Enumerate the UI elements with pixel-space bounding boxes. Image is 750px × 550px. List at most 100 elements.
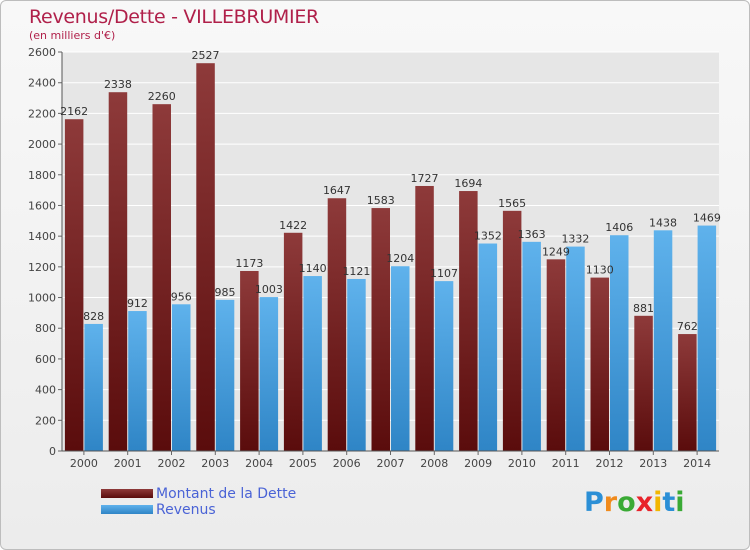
bar-dette — [64, 119, 84, 451]
bar-revenus — [215, 299, 235, 451]
axes: 0 200 400 600 800 1000 1200 1400 1600 1800 2000 220… — [28, 46, 719, 470]
x-tick-label: 2005 — [289, 457, 317, 470]
y-tick-label: 200 — [35, 414, 56, 427]
chart-title: Revenus/Dette - VILLEBRUMIER — [29, 6, 319, 28]
x-tick-label: 2012 — [596, 457, 624, 470]
x-tick-label: 2000 — [70, 457, 98, 470]
bar-revenus — [434, 281, 454, 451]
bar-dette — [371, 208, 390, 451]
logo-letter: i — [675, 487, 685, 518]
data-label-dette: 1173 — [235, 257, 263, 270]
x-tick-label: 2009 — [464, 457, 492, 470]
y-tick-label: 1200 — [28, 261, 56, 274]
grid-lines — [62, 51, 719, 451]
x-tick-label: 2008 — [420, 457, 448, 470]
data-label-dette: 1583 — [367, 194, 395, 207]
data-label-revenus: 1438 — [649, 216, 677, 229]
x-tick-label: 2004 — [245, 457, 273, 470]
data-label-revenus: 1140 — [299, 262, 327, 275]
y-tick-label: 1400 — [28, 230, 56, 243]
bar-revenus — [697, 225, 717, 451]
data-label-dette: 762 — [677, 320, 698, 333]
proxiti-logo: Proxiti — [584, 487, 685, 518]
y-tick-label: 400 — [35, 384, 56, 397]
data-label-dette: 2260 — [148, 90, 176, 103]
bar-dette — [678, 334, 697, 451]
x-tick-label: 2013 — [639, 457, 667, 470]
bar-dette — [196, 63, 215, 451]
bar-dette — [590, 277, 609, 451]
data-label-revenus: 1352 — [474, 230, 502, 243]
data-label-dette: 2527 — [192, 49, 220, 62]
bar-dette — [634, 315, 653, 451]
x-tick-label: 2003 — [201, 457, 229, 470]
data-label-dette: 1422 — [279, 219, 307, 232]
x-tick-label: 2014 — [683, 457, 711, 470]
data-labels: 2162 828 2338 912 2260 956 2527 985 1173 1003 1422… — [60, 49, 721, 333]
data-label-revenus: 1332 — [561, 233, 589, 246]
bar-revenus — [259, 297, 279, 451]
y-tick-label: 800 — [35, 322, 56, 335]
bar-dette — [327, 198, 347, 451]
bar-revenus — [84, 323, 103, 451]
logo-letter: x — [635, 487, 654, 518]
bar-dette — [108, 92, 128, 452]
legend-label-dette: Montant de la Dette — [156, 486, 297, 502]
data-label-revenus: 1107 — [430, 267, 458, 280]
x-tick-label: 2006 — [333, 457, 361, 470]
bar-revenus — [566, 246, 585, 451]
bar-dette — [415, 185, 434, 451]
bar-dette — [459, 191, 478, 452]
data-label-revenus: 828 — [83, 310, 104, 323]
bar-revenus — [478, 243, 498, 451]
y-tick-label: 2400 — [28, 77, 56, 90]
y-tick-label: 0 — [49, 445, 56, 458]
y-tick-label: 1800 — [28, 169, 56, 182]
x-tick-label: 2011 — [552, 457, 580, 470]
y-tick-label: 2200 — [28, 107, 56, 120]
bar-dette — [546, 259, 566, 451]
data-label-revenus: 1003 — [255, 283, 283, 296]
chart-subtitle: (en milliers d'€) — [29, 29, 116, 42]
data-label-dette: 1647 — [323, 184, 351, 197]
data-label-revenus: 985 — [215, 286, 236, 299]
y-tick-label: 1000 — [28, 292, 56, 305]
data-label-revenus: 1363 — [518, 228, 546, 241]
logo-letter: o — [617, 487, 636, 518]
bar-revenus — [610, 235, 629, 451]
logo-letter: i — [653, 487, 663, 518]
bar-dette — [240, 270, 259, 451]
data-label-dette: 1727 — [411, 172, 439, 185]
data-label-revenus: 1121 — [342, 265, 370, 278]
data-label-dette: 1249 — [542, 245, 570, 258]
y-tick-label: 1600 — [28, 199, 56, 212]
bars — [64, 63, 717, 452]
y-tick-label: 600 — [35, 353, 56, 366]
bar-revenus — [653, 230, 673, 451]
legend-swatch-revenus — [101, 505, 153, 514]
x-tick-label: 2002 — [158, 457, 186, 470]
legend-swatch-dette — [101, 489, 153, 498]
bar-revenus — [522, 241, 541, 451]
x-tick-label: 2001 — [114, 457, 142, 470]
data-label-revenus: 1204 — [386, 252, 414, 265]
bar-revenus — [391, 266, 410, 451]
plot-area — [62, 52, 719, 451]
data-label-revenus: 956 — [171, 290, 192, 303]
data-label-dette: 1565 — [498, 197, 526, 210]
legend-label-revenus: Revenus — [156, 502, 216, 518]
data-label-dette: 1130 — [586, 264, 614, 277]
data-label-dette: 2338 — [104, 78, 132, 91]
x-tick-label: 2010 — [508, 457, 536, 470]
bar-revenus — [172, 304, 191, 451]
logo-letter: t — [662, 487, 676, 518]
y-tick-label: 2000 — [28, 138, 56, 151]
data-label-revenus: 1406 — [605, 221, 633, 234]
bar-dette — [283, 232, 303, 451]
y-tick-label: 2600 — [28, 46, 56, 59]
data-label-revenus: 1469 — [693, 212, 721, 225]
data-label-dette: 881 — [633, 302, 654, 315]
x-tick-label: 2007 — [377, 457, 405, 470]
